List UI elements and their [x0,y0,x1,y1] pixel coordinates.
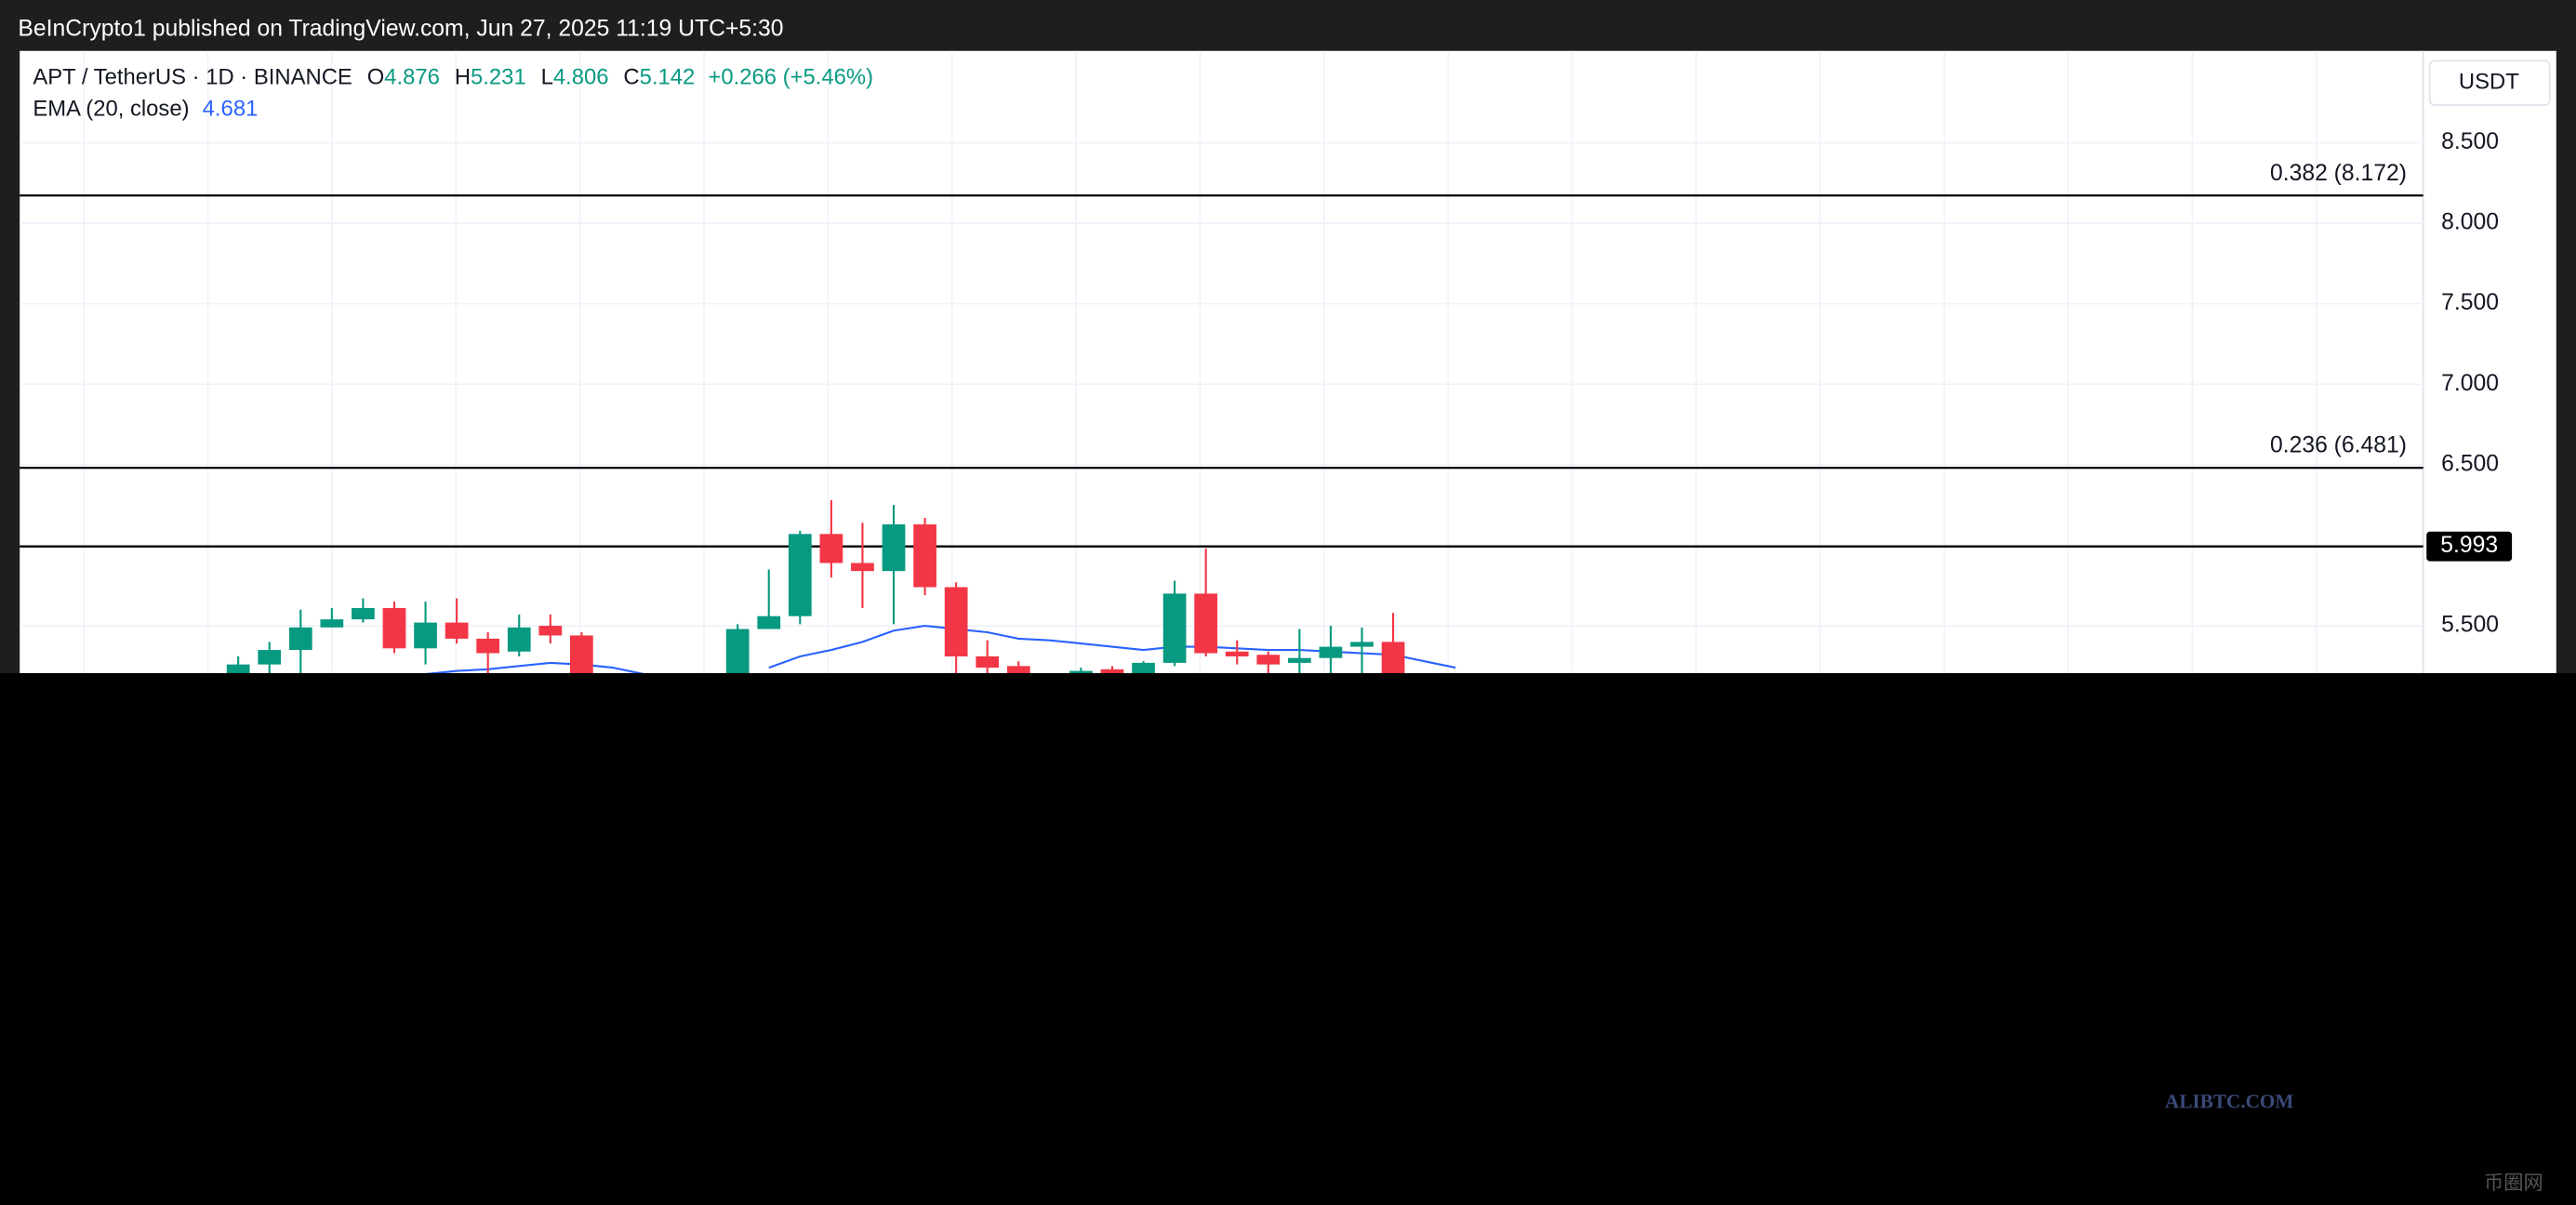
candle-body [507,627,531,652]
candle-body [788,534,812,616]
ohlc-value: 5.231 [471,65,526,90]
candle-body [258,650,282,665]
change: +0.266 (+5.46%) [708,65,873,90]
candle-body [851,563,874,572]
candle-body [538,626,563,636]
currency-box [2428,60,2551,106]
corrupted-region [0,672,2576,1205]
candle-body [757,616,781,629]
candle-body [882,523,906,572]
candle-body [476,638,500,654]
ohlc-label: O [367,65,385,90]
fib-label: 0.236 (6.481) [2270,433,2407,458]
watermark: ALIBTC.COM [2165,1090,2293,1112]
symbol-legend: APT / TetherUS · 1D · BINANCE O4.876 H5.23… [33,65,873,90]
candle-body [913,523,936,588]
candle-body [288,627,312,651]
candle-body [352,608,375,620]
candle-body [1288,657,1311,663]
ema-value: 4.681 [203,97,259,122]
y-tick-label: 5.500 [2441,613,2499,638]
candle-body [414,622,437,649]
candle-body [1319,646,1343,658]
candle-body [1256,655,1281,665]
ohlc-label: H [455,65,471,90]
ohlc-label: L [541,65,553,90]
ema-legend: EMA (20, close) 4.681 [33,97,258,122]
ohlc-value: 4.876 [384,65,440,90]
y-tick-label: 8.000 [2441,210,2499,235]
candle-body [445,622,469,639]
logo-text: 币圈网 [2484,1171,2543,1194]
candle-body [320,619,344,628]
ohlc-value: 4.806 [553,65,609,90]
chart-title: BeInCrypto1 published on TradingView.com… [18,16,783,41]
symbol: APT / TetherUS · 1D · BINANCE [33,65,352,90]
y-tick-label: 6.500 [2441,451,2499,476]
y-tick-label: 8.500 [2441,129,2499,154]
price-label: 5.993 [2440,533,2498,558]
candle-body [976,655,1000,669]
y-tick-label: 7.500 [2441,290,2499,315]
ohlc-value: 5.142 [640,65,696,90]
candle-body [1162,593,1187,663]
currency-label: USDT [2459,69,2519,94]
fib-label: 0.382 (8.172) [2270,161,2407,186]
ema-name: EMA (20, close) [33,97,189,122]
candle-body [1225,651,1249,656]
candle-body [1194,593,1218,654]
candle-body [819,534,843,563]
ohlc-label: C [623,65,639,90]
candle-body [382,608,406,649]
price-label-box [2426,531,2513,562]
candle-body [944,587,968,656]
y-tick-label: 7.000 [2441,371,2499,396]
candle-body [1350,642,1374,647]
